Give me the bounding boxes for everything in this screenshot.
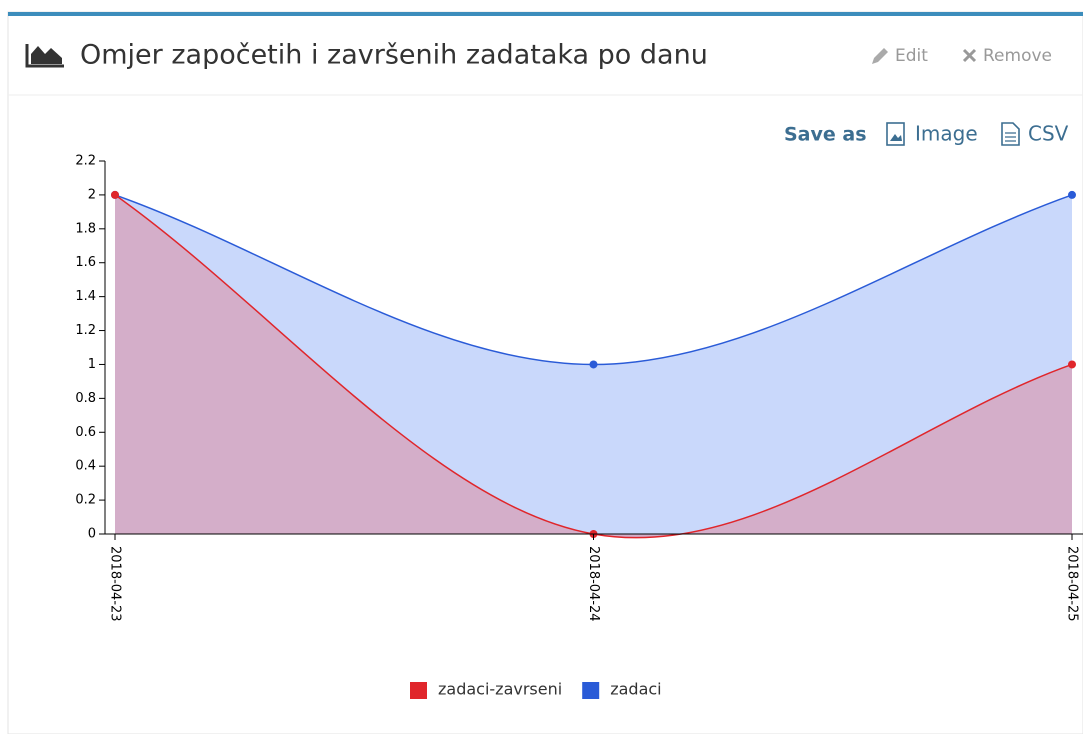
x-tick-label: 2018-04-23 <box>108 546 123 622</box>
y-tick-label: 1.2 <box>75 323 96 338</box>
edit-button[interactable]: Edit <box>872 46 928 66</box>
y-tick-label: 1.6 <box>75 255 96 270</box>
legend-label: zadaci <box>610 680 661 699</box>
remove-label[interactable]: Remove <box>983 46 1052 66</box>
y-tick-label: 1.4 <box>75 289 96 304</box>
legend-swatch <box>410 682 427 699</box>
remove-button[interactable]: Remove <box>962 46 1052 66</box>
y-tick-label: 2 <box>88 187 96 202</box>
y-tick-label: 0.6 <box>75 425 96 440</box>
save-image-button[interactable]: Image <box>886 122 978 146</box>
y-tick-label: 0 <box>88 527 96 542</box>
x-tick-label: 2018-04-24 <box>586 546 601 622</box>
widget-title: Omjer započetih i završenih zadataka po … <box>80 40 708 71</box>
point <box>589 360 598 369</box>
area <box>115 194 1072 538</box>
y-tick-label: 1.8 <box>75 221 96 236</box>
save-csv-label[interactable]: CSV <box>1028 122 1069 146</box>
point <box>1068 360 1076 369</box>
panel-top-bar <box>8 12 1083 16</box>
edit-label[interactable]: Edit <box>895 46 928 66</box>
legend-label: zadaci-zavrseni <box>438 680 562 699</box>
y-tick-label: 0.2 <box>75 493 96 508</box>
y-tick-label: 2.2 <box>75 154 96 169</box>
y-tick-label: 1 <box>88 357 96 372</box>
save-csv-button[interactable]: CSV <box>1001 122 1069 146</box>
save-as-label: Save as <box>784 124 867 146</box>
y-tick-label: 0.8 <box>75 391 96 406</box>
save-image-label[interactable]: Image <box>915 122 978 146</box>
y-tick-label: 0.4 <box>75 459 96 474</box>
legend-swatch <box>582 682 600 699</box>
point <box>111 190 119 199</box>
point <box>1068 190 1076 199</box>
x-tick-label: 2018-04-25 <box>1065 546 1080 622</box>
area-chart-icon <box>25 44 64 68</box>
plot: 0 0.2 0.4 0.6 0.8 1 1.2 1.4 1.6 1.8 2 2.2 2018-04-23… <box>75 154 1083 699</box>
